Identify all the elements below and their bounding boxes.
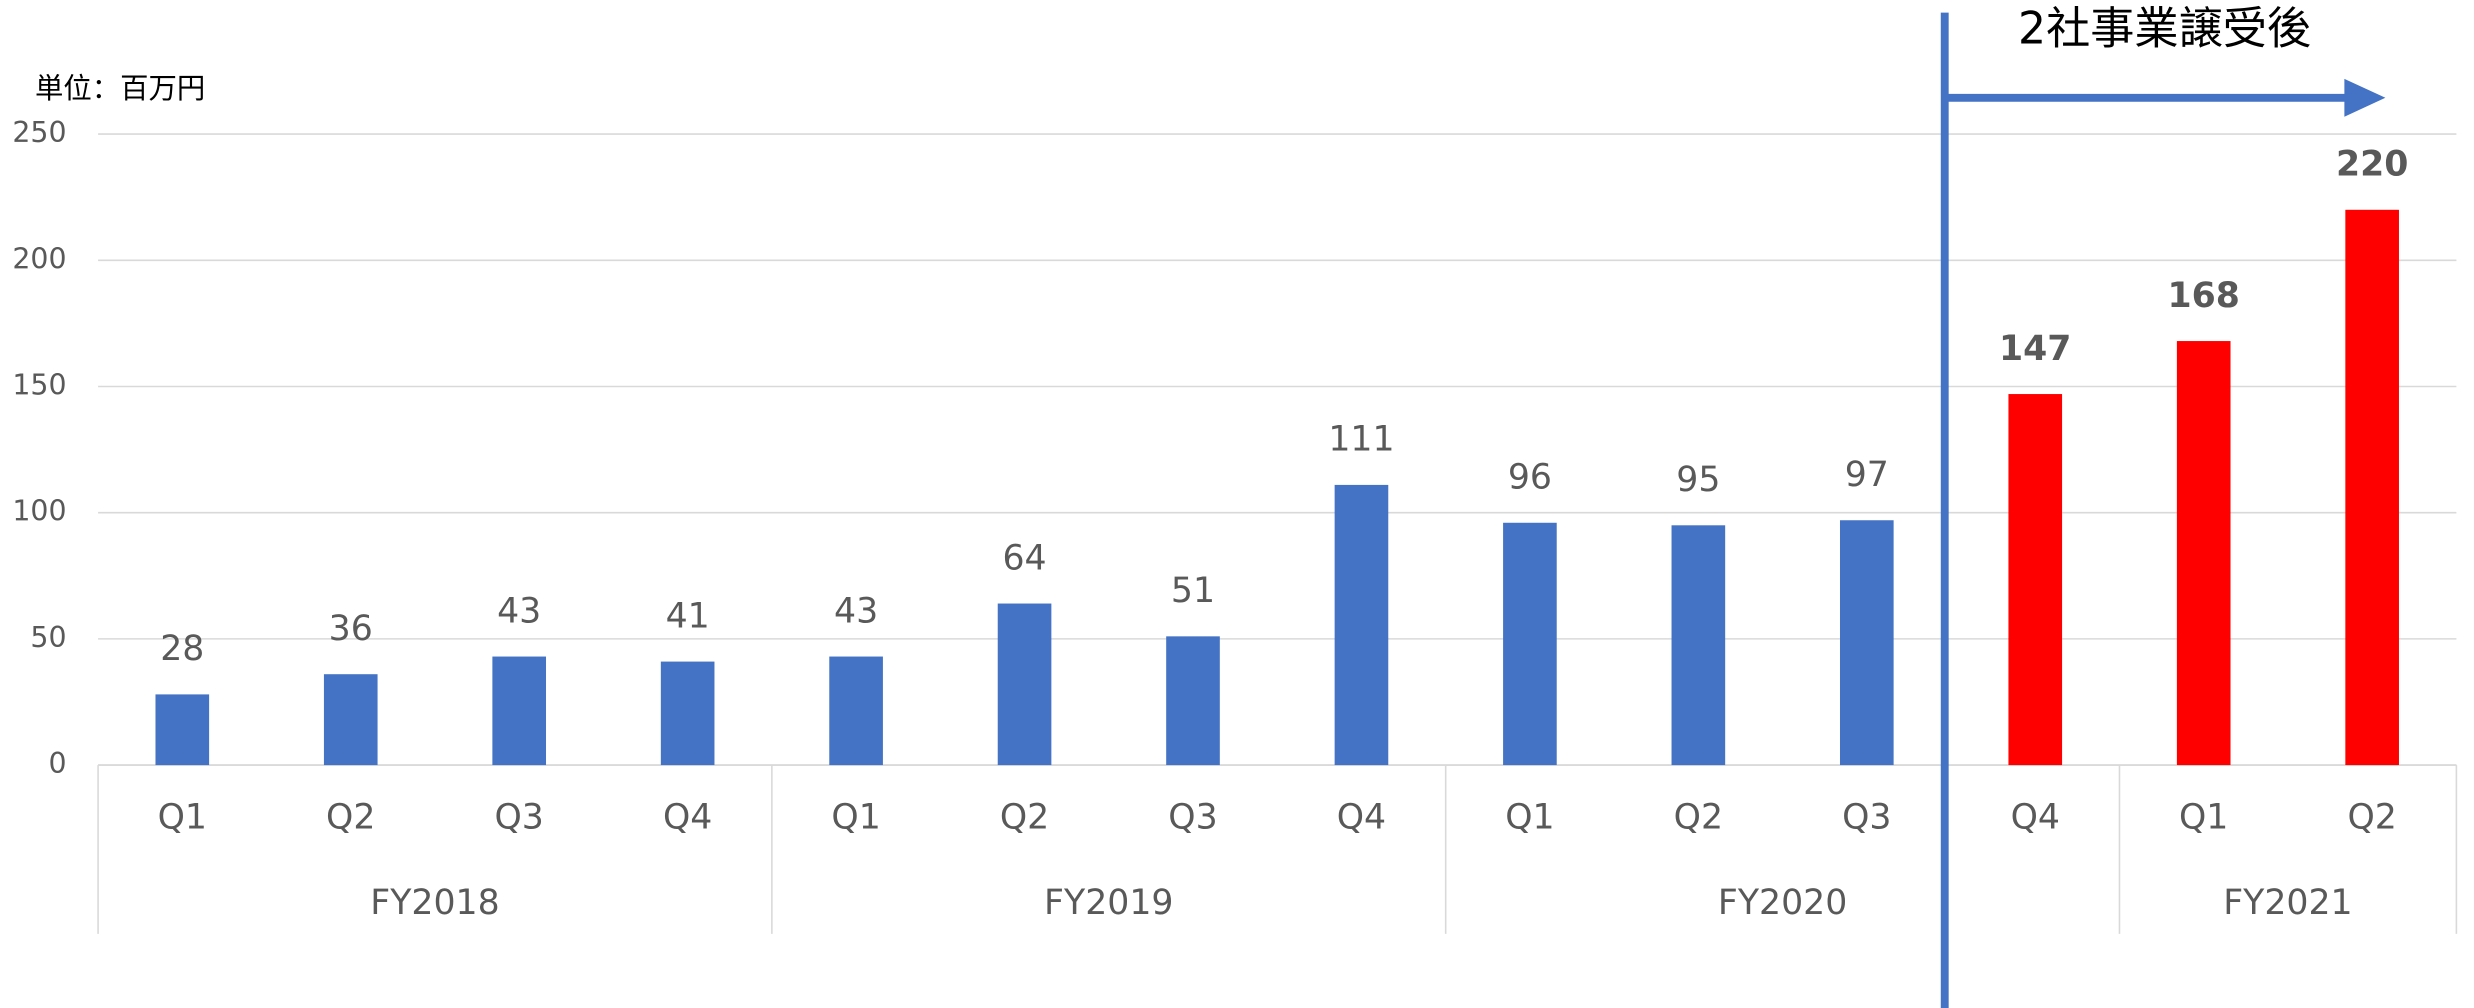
bar: [1503, 522, 1557, 766]
data-label: 43: [834, 591, 878, 631]
bar: [1334, 484, 1389, 766]
bar: [323, 674, 378, 766]
x-tick-label: Q1: [2179, 798, 2228, 838]
bar: [1671, 525, 1726, 766]
data-label: 96: [1508, 458, 1552, 498]
bar: [829, 656, 883, 766]
data-label: 51: [1171, 571, 1215, 611]
y-tick-label: 50: [30, 621, 66, 654]
bar: [2008, 394, 2063, 766]
y-tick-label: 100: [12, 495, 66, 528]
x-tick-label: Q3: [495, 798, 544, 838]
bar: [1166, 636, 1220, 766]
data-label: 36: [329, 609, 373, 649]
x-tick-label: Q2: [326, 798, 375, 838]
x-tick-label: Q2: [2347, 798, 2396, 838]
data-label: 43: [497, 591, 541, 631]
y-tick-label: 150: [12, 368, 66, 401]
y-tick-label: 200: [12, 242, 66, 275]
data-label: 147: [1999, 329, 2071, 369]
x-tick-label: Q4: [663, 798, 712, 838]
data-label: 64: [1002, 538, 1046, 578]
x-tick-label: Q2: [1000, 798, 1049, 838]
x-tick-label: Q2: [1674, 798, 1723, 838]
bar: [2176, 341, 2231, 766]
group-label: FY2020: [1718, 883, 1847, 923]
x-tick-label: Q3: [1842, 798, 1891, 838]
data-label: 97: [1845, 455, 1889, 495]
y-tick-label: 0: [48, 747, 66, 780]
bar: [492, 656, 547, 766]
data-label: 28: [160, 629, 204, 669]
unit-label: 単位：百万円: [35, 72, 205, 105]
group-label: FY2018: [370, 883, 499, 923]
annotation: 2社事業譲受後: [2018, 4, 2311, 55]
bar: [155, 694, 210, 766]
data-label: 111: [1328, 420, 1394, 460]
data-label: 95: [1676, 460, 1720, 500]
y-tick-label: 250: [12, 116, 66, 149]
data-label: 220: [2336, 145, 2408, 185]
arrow-head: [2344, 78, 2386, 117]
x-tick-label: Q1: [158, 798, 207, 838]
group-label: FY2021: [2223, 883, 2352, 923]
bar: [997, 603, 1052, 766]
x-tick-label: Q4: [1337, 798, 1386, 838]
bar: [660, 661, 715, 766]
data-label: 41: [666, 596, 710, 636]
group-label: FY2019: [1044, 883, 1173, 923]
x-tick-label: Q1: [1505, 798, 1554, 838]
bar: [1839, 520, 1894, 766]
x-tick-label: Q1: [831, 798, 880, 838]
x-tick-label: Q3: [1168, 798, 1217, 838]
x-tick-label: Q4: [2011, 798, 2060, 838]
data-label: 168: [2167, 276, 2239, 316]
bar: [2345, 209, 2399, 766]
